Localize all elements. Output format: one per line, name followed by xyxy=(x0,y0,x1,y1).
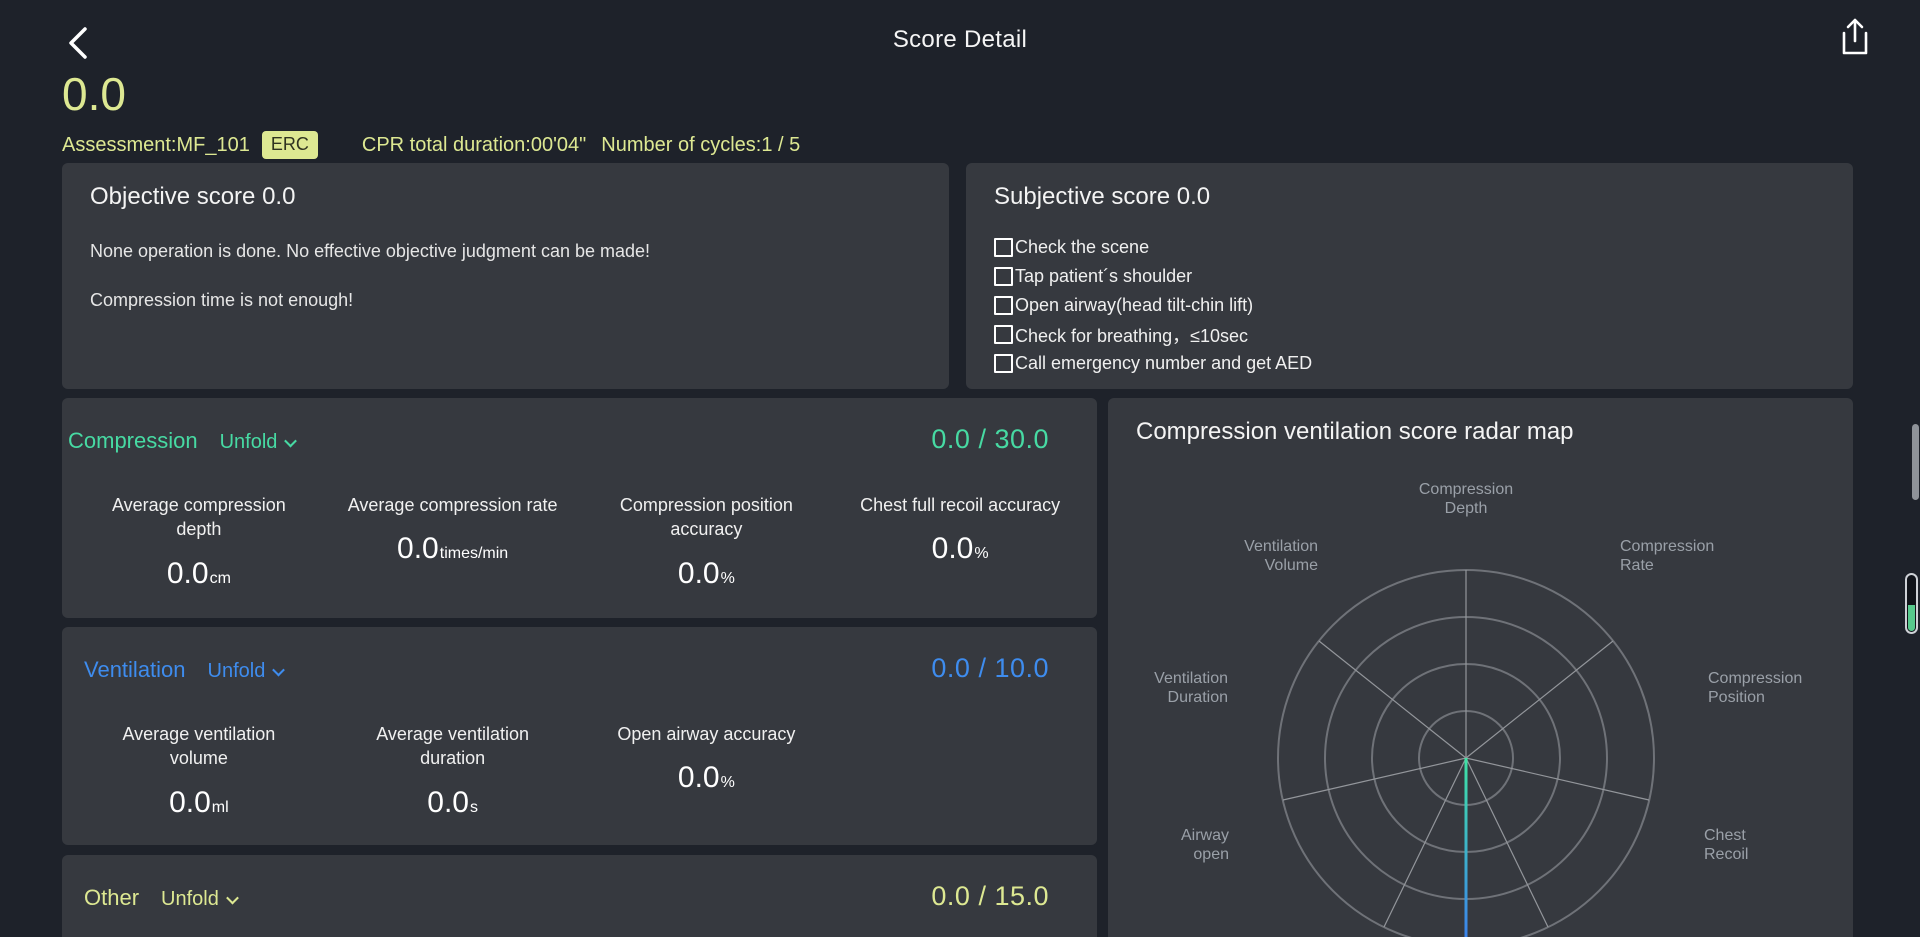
checklist-item: Check for breathing，≤10sec xyxy=(994,320,1825,349)
metric-compression-depth: Average compression depth 0.0cm xyxy=(111,495,286,590)
checklist-label: Call emergency number and get AED xyxy=(1015,353,1313,373)
radar-axis-labels: Compression Depth Compression Rate Compr… xyxy=(1154,481,1802,863)
standard-badge: ERC xyxy=(261,131,318,159)
cpr-duration: CPR total duration:00'04" xyxy=(361,133,587,156)
compression-score: 0.0 / 30.0 xyxy=(931,424,1049,454)
metric-ventilation-duration: Average ventilation duration 0.0s xyxy=(376,724,530,819)
metric-unit: cm xyxy=(209,569,231,587)
metric-unit: s xyxy=(469,798,478,816)
checklist-label: Check for breathing，≤10sec xyxy=(1015,325,1248,346)
metric-compression-rate: Average compression rate 0.0times/min xyxy=(347,495,558,566)
back-button[interactable] xyxy=(54,18,102,70)
ventilation-unfold-button[interactable]: Unfold xyxy=(208,660,286,683)
checkbox[interactable] xyxy=(994,238,1013,257)
objective-message: Compression time is not enough! xyxy=(90,290,354,310)
metric-unit: ml xyxy=(211,798,229,816)
radar-spokes xyxy=(1282,570,1650,928)
svg-text:Chest: Chest xyxy=(1704,827,1746,844)
checklist-item: Open airway(head tilt-chin lift) xyxy=(994,291,1825,320)
other-section: Other Unfold 0.0 / 15.0 xyxy=(62,855,1097,937)
svg-text:Position: Position xyxy=(1708,689,1765,706)
metric-unit: times/min xyxy=(439,545,509,563)
radar-title: Compression ventilation score radar map xyxy=(1136,418,1574,445)
checkbox[interactable] xyxy=(994,325,1013,344)
scrollbar-thumb[interactable] xyxy=(1912,424,1919,500)
objective-score-panel: Objective score 0.0 None operation is do… xyxy=(62,163,949,389)
checklist-label: Check the scene xyxy=(1015,237,1150,257)
battery-indicator xyxy=(1905,573,1918,634)
objective-message: None operation is done. No effective obj… xyxy=(90,241,651,261)
metric-chest-recoil-accuracy: Chest full recoil accuracy 0.0% xyxy=(860,495,1061,566)
total-score: 0.0 xyxy=(62,68,126,120)
share-button[interactable] xyxy=(1828,12,1882,66)
svg-text:Recoil: Recoil xyxy=(1704,846,1748,863)
metric-unit: % xyxy=(974,545,989,563)
svg-text:Duration: Duration xyxy=(1168,689,1228,706)
summary-row: Assessment:MF_101 ERC CPR total duration… xyxy=(62,128,800,162)
chevron-down-icon xyxy=(272,663,286,677)
svg-text:Depth: Depth xyxy=(1445,500,1488,517)
subjective-title: Subjective score 0.0 xyxy=(994,183,1211,210)
metric-ventilation-volume: Average ventilation volume 0.0ml xyxy=(122,724,276,819)
checklist-item: Call emergency number and get AED xyxy=(994,349,1825,378)
cycles-count: Number of cycles:1 / 5 xyxy=(601,133,801,156)
objective-title: Objective score 0.0 xyxy=(90,183,296,210)
page-title: Score Detail xyxy=(892,26,1028,53)
subjective-checklist: Check the scene Tap patient´s shoulder O… xyxy=(966,233,1853,378)
checklist-item: Tap patient´s shoulder xyxy=(994,262,1825,291)
metric-open-airway-accuracy: Open airway accuracy 0.0% xyxy=(617,724,796,795)
compression-unfold-button[interactable]: Unfold xyxy=(220,431,298,454)
checkbox[interactable] xyxy=(994,296,1013,315)
radar-panel: Compression ventilation score radar map xyxy=(1108,398,1853,937)
share-icon xyxy=(1836,17,1874,62)
other-section-title: Other xyxy=(84,885,140,910)
other-unfold-button[interactable]: Unfold xyxy=(161,888,239,911)
svg-text:Volume: Volume xyxy=(1265,557,1318,574)
metric-compression-position-accuracy: Compression position accuracy 0.0% xyxy=(619,495,793,590)
svg-text:Compression: Compression xyxy=(1620,538,1714,555)
chevron-down-icon xyxy=(284,434,298,448)
svg-text:Rate: Rate xyxy=(1620,557,1654,574)
checklist-item: Check the scene xyxy=(994,233,1825,262)
svg-text:Ventilation: Ventilation xyxy=(1244,538,1318,555)
other-score: 0.0 / 15.0 xyxy=(931,881,1049,911)
checkbox[interactable] xyxy=(994,267,1013,286)
compression-section-title: Compression xyxy=(68,428,198,453)
ventilation-score: 0.0 / 10.0 xyxy=(931,653,1049,683)
metric-unit: % xyxy=(720,569,735,587)
svg-text:Ventilation: Ventilation xyxy=(1154,670,1228,687)
ventilation-section-title: Ventilation xyxy=(84,657,186,682)
svg-text:Compression: Compression xyxy=(1419,481,1513,498)
metric-unit: % xyxy=(720,774,735,792)
subjective-score-panel: Subjective score 0.0 Check the scene Tap… xyxy=(966,163,1853,389)
chevron-left-icon xyxy=(67,26,89,63)
radar-chart: Compression Depth Compression Rate Compr… xyxy=(1154,481,1802,937)
svg-text:Airway: Airway xyxy=(1181,827,1229,844)
svg-text:open: open xyxy=(1193,846,1229,863)
ventilation-section: Ventilation Unfold 0.0 / 10.0 Average ve… xyxy=(62,627,1097,845)
checklist-label: Open airway(head tilt-chin lift) xyxy=(1015,295,1254,315)
checkbox[interactable] xyxy=(994,354,1013,373)
compression-section: Compression Unfold 0.0 / 30.0 Average co… xyxy=(62,398,1097,618)
assessment-label: Assessment:MF_101 xyxy=(62,133,250,156)
chevron-down-icon xyxy=(225,891,239,905)
svg-text:Compression: Compression xyxy=(1708,670,1802,687)
checklist-label: Tap patient´s shoulder xyxy=(1015,266,1193,286)
battery-level-fill xyxy=(1908,605,1915,631)
